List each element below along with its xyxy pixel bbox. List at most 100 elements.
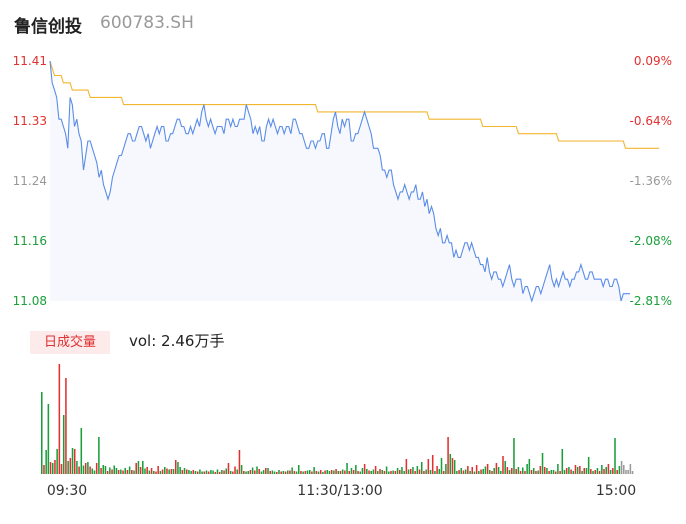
volume-bar — [530, 470, 533, 474]
volume-bar — [623, 465, 625, 474]
x-tick-label: 09:30 — [47, 483, 87, 499]
volume-bar — [284, 471, 287, 474]
volume-bar — [605, 467, 607, 474]
volume-bar — [489, 470, 491, 474]
volume-bar — [377, 471, 379, 474]
volume-bar — [232, 471, 234, 474]
volume-bar — [596, 468, 599, 474]
volume-bar — [355, 465, 357, 474]
volume-bar — [71, 448, 74, 474]
volume-bar — [539, 466, 542, 474]
volume-bar — [339, 471, 342, 474]
volume-bar — [506, 467, 509, 474]
volume-bar — [333, 470, 335, 474]
volume-bar — [82, 465, 85, 474]
volume-bar — [297, 465, 300, 474]
volume-bar — [304, 471, 307, 474]
volume-bar — [177, 462, 179, 474]
volume-bar — [205, 470, 208, 474]
volume-bar — [493, 468, 495, 474]
volume-bar — [98, 437, 100, 474]
volume-bar — [462, 470, 465, 474]
volume-bar — [106, 471, 109, 474]
volume-bar — [467, 466, 469, 474]
volume-bar — [308, 470, 311, 474]
volume-bar — [585, 468, 588, 474]
volume-bar — [396, 468, 399, 474]
volume-bar — [269, 471, 271, 474]
volume-bar — [311, 471, 313, 474]
volume-bar — [326, 470, 329, 474]
volume-bar — [513, 438, 515, 474]
volume-bar — [163, 467, 166, 474]
volume-bar — [561, 449, 564, 474]
volume-bar — [388, 471, 390, 474]
volume-bar — [227, 463, 230, 474]
volume-bar — [56, 449, 58, 474]
volume-bar — [629, 464, 632, 474]
volume-bar — [368, 470, 370, 474]
volume-bar — [460, 468, 463, 474]
volume-bar — [43, 465, 45, 474]
y-tick-right: -0.64% — [630, 114, 672, 128]
volume-bar — [278, 470, 280, 474]
volume-bar — [548, 471, 550, 474]
volume-bar — [214, 472, 217, 474]
volume-bar — [142, 461, 144, 474]
volume-bar — [84, 463, 87, 474]
volume-bar — [480, 469, 482, 474]
volume-bar — [504, 461, 506, 474]
volume-bar — [315, 471, 318, 474]
y-tick-left: 11.08 — [13, 294, 47, 308]
volume-bar — [76, 461, 78, 474]
volume-bar — [124, 468, 126, 474]
volume-bar — [196, 471, 199, 474]
volume-bar — [199, 469, 201, 474]
volume-bar — [280, 471, 282, 474]
volume-bar — [128, 466, 131, 474]
volume-bar — [91, 468, 94, 474]
volume-bar — [394, 471, 397, 474]
volume-bar — [102, 465, 105, 474]
volume-bar — [370, 471, 372, 474]
volume-bar — [319, 470, 322, 474]
volume-bar — [293, 471, 296, 474]
volume-bar — [456, 471, 458, 474]
volume-bar — [324, 470, 326, 474]
volume-bar — [67, 461, 69, 474]
volume-bar — [532, 468, 535, 474]
volume-bar — [286, 470, 289, 474]
volume-bar — [478, 471, 480, 474]
volume-bar — [221, 470, 223, 474]
volume-bar — [557, 464, 559, 474]
volume-bar — [168, 469, 170, 474]
volume-bar — [273, 471, 276, 474]
x-tick-label: 15:00 — [596, 483, 636, 499]
volume-bar — [350, 468, 353, 474]
volume-bar — [403, 471, 405, 474]
volume-bar — [524, 471, 526, 474]
volume-bar — [486, 464, 489, 474]
volume-bar — [330, 470, 333, 474]
volume-bar — [374, 466, 377, 474]
y-tick-left: 11.41 — [13, 54, 47, 68]
volume-bar — [390, 471, 392, 474]
volume-badge[interactable]: 日成交量 — [30, 331, 110, 354]
volume-bar — [166, 468, 168, 474]
volume-bar — [385, 466, 388, 474]
volume-bar — [144, 468, 146, 474]
volume-bar — [322, 472, 324, 474]
volume-bar — [65, 378, 67, 474]
volume-bar — [262, 470, 265, 474]
price-area — [50, 61, 630, 301]
volume-bar — [188, 470, 190, 474]
volume-bar — [601, 465, 603, 474]
volume-bar — [537, 470, 539, 474]
volume-bar — [328, 471, 331, 474]
volume-bar — [80, 428, 83, 474]
volume-bar — [258, 469, 260, 474]
volume-readout: vol: 2.46万手 — [129, 331, 224, 352]
volume-bar — [451, 458, 454, 474]
volume-bar — [194, 471, 197, 474]
volume-bar — [282, 471, 285, 474]
